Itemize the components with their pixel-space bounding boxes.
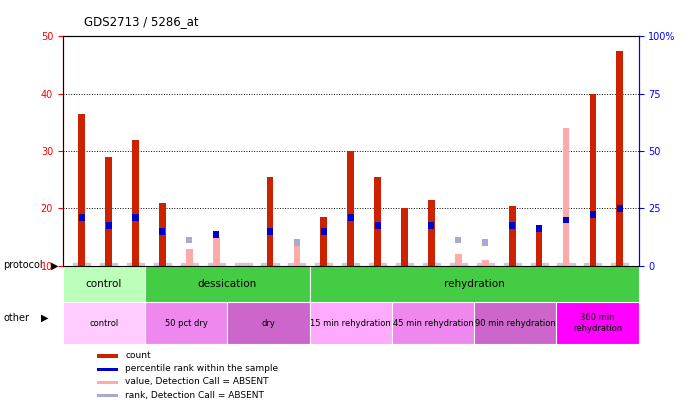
Bar [455, 237, 461, 243]
Bar [590, 211, 596, 217]
Text: other: other [3, 313, 29, 323]
Bar [590, 94, 596, 266]
Bar [321, 228, 327, 235]
Bar [78, 114, 85, 266]
Bar [105, 222, 112, 229]
Bar [105, 157, 112, 266]
Bar [267, 228, 273, 235]
Bar [536, 228, 542, 266]
Text: dessication: dessication [198, 279, 257, 289]
Bar [374, 177, 381, 266]
Bar [98, 381, 118, 384]
Bar [63, 302, 145, 345]
Bar [79, 214, 84, 221]
Bar [348, 151, 354, 266]
Text: ▶: ▶ [40, 313, 48, 323]
Bar [213, 237, 220, 266]
Bar [482, 260, 489, 266]
Text: rank, Detection Call = ABSENT: rank, Detection Call = ABSENT [125, 390, 264, 400]
Bar [98, 354, 118, 358]
Bar [348, 214, 354, 221]
Bar [556, 302, 639, 345]
Bar [228, 302, 310, 345]
Bar [310, 302, 392, 345]
Bar [509, 222, 515, 229]
Bar [294, 239, 300, 246]
Text: count: count [125, 351, 151, 360]
Bar [616, 51, 623, 266]
Text: control: control [86, 279, 122, 289]
Bar [392, 302, 474, 345]
Bar [63, 266, 145, 302]
Text: control: control [89, 319, 119, 328]
Bar [98, 368, 118, 371]
Bar [159, 228, 165, 235]
Text: 15 min rehydration: 15 min rehydration [311, 319, 391, 328]
Bar [455, 254, 462, 266]
Bar [509, 206, 516, 266]
Bar [429, 222, 434, 229]
Bar [145, 266, 310, 302]
Bar [213, 231, 219, 238]
Bar [186, 249, 193, 266]
Text: ▶: ▶ [51, 260, 59, 270]
Bar [474, 302, 556, 345]
Bar [482, 239, 489, 246]
Bar [401, 209, 408, 266]
Bar [159, 203, 165, 266]
Text: 90 min rehydration: 90 min rehydration [475, 319, 556, 328]
Text: 45 min rehydration: 45 min rehydration [393, 319, 473, 328]
Bar [320, 217, 327, 266]
Bar [145, 302, 228, 345]
Bar [133, 214, 138, 221]
Bar [186, 237, 193, 243]
Bar [267, 177, 274, 266]
Text: value, Detection Call = ABSENT: value, Detection Call = ABSENT [125, 377, 269, 386]
Bar [536, 225, 542, 232]
Text: percentile rank within the sample: percentile rank within the sample [125, 364, 278, 373]
Text: protocol: protocol [3, 260, 43, 270]
Text: dry: dry [262, 319, 276, 328]
Bar [294, 240, 300, 266]
Bar [428, 200, 435, 266]
Bar [310, 266, 639, 302]
Bar [132, 140, 139, 266]
Text: 50 pct dry: 50 pct dry [165, 319, 207, 328]
Bar [375, 222, 380, 229]
Bar [563, 217, 569, 224]
Bar [617, 205, 623, 212]
Text: rehydration: rehydration [444, 279, 505, 289]
Text: GDS2713 / 5286_at: GDS2713 / 5286_at [84, 15, 198, 28]
Text: 360 min
rehydration: 360 min rehydration [573, 313, 622, 333]
Bar [98, 394, 118, 397]
Bar [563, 128, 570, 266]
